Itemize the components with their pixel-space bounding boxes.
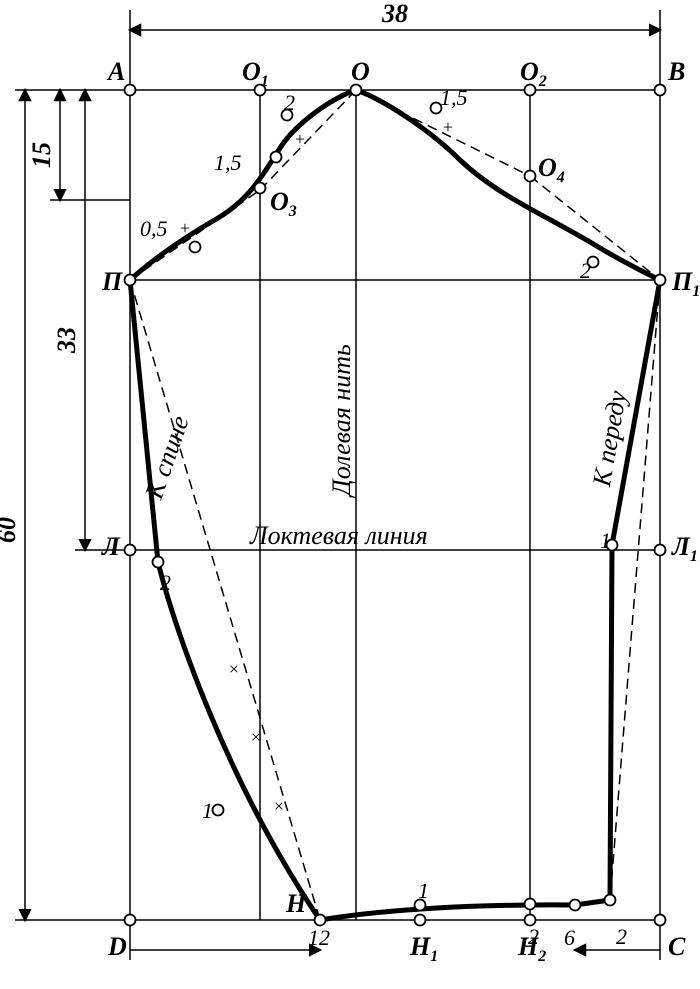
svg-text:О4: О4 <box>538 153 565 186</box>
offset-value: 1,5 <box>440 85 468 110</box>
marker-point <box>315 915 326 926</box>
marker-point <box>255 183 266 194</box>
marker-point <box>351 85 362 96</box>
marker-point <box>125 915 136 926</box>
corner-label: В <box>667 57 685 86</box>
svg-text:Н1: Н1 <box>409 932 438 965</box>
hem <box>320 905 575 920</box>
svg-text:12: 12 <box>308 925 330 950</box>
tick: × <box>229 659 239 679</box>
offset-value: 1,5 <box>214 150 242 175</box>
sleeve-pattern-diagram: 38153360+++×××126Долевая нитьК спинеК пе… <box>0 0 700 989</box>
marker-point <box>271 152 282 163</box>
offset-value: 1 <box>418 878 429 903</box>
offset-value: 0,5 <box>140 216 168 241</box>
dim-left-value-2: 60 <box>0 517 21 543</box>
offset-value: 2 <box>528 924 539 949</box>
marker-point <box>213 805 224 816</box>
marker-point <box>655 915 666 926</box>
marker-point <box>525 899 536 910</box>
guide <box>130 280 320 920</box>
tick: + <box>180 218 190 238</box>
marker-point <box>605 895 616 906</box>
svg-text:Н: Н <box>285 889 307 918</box>
svg-text:Л: Л <box>101 532 121 561</box>
offset-value: 2 <box>160 570 171 595</box>
tick: + <box>295 129 305 149</box>
corner-label: А <box>106 57 125 86</box>
offset-value: 1 <box>202 798 213 823</box>
offset-value: 2 <box>580 258 591 283</box>
guide <box>260 90 356 190</box>
marker-point <box>525 85 536 96</box>
svg-text:П1: П1 <box>671 267 700 300</box>
offset-value: 2 <box>616 924 627 949</box>
marker-point <box>125 85 136 96</box>
corner-label: С <box>668 932 686 961</box>
svg-text:О: О <box>351 57 370 86</box>
offset-value: 1 <box>600 528 611 553</box>
elbow-line-label: Локтевая линия <box>249 521 428 550</box>
marker-point <box>655 545 666 556</box>
marker-point <box>125 545 136 556</box>
annotation: Долевая нить <box>327 344 356 499</box>
svg-text:6: 6 <box>564 925 575 950</box>
svg-text:Л1: Л1 <box>671 532 698 565</box>
sleeve-cap <box>130 90 660 280</box>
offset-value: 2 <box>284 90 295 115</box>
marker-point <box>525 171 536 182</box>
guide <box>610 280 660 900</box>
svg-text:О3: О3 <box>270 187 297 220</box>
marker-point <box>153 557 164 568</box>
svg-text:О2: О2 <box>520 57 547 90</box>
dim-left-value-1: 33 <box>52 327 81 354</box>
tick: + <box>443 117 453 137</box>
marker-point <box>415 915 426 926</box>
marker-point <box>125 275 136 286</box>
svg-text:П: П <box>101 267 123 296</box>
svg-text:О1: О1 <box>242 57 269 90</box>
marker-point <box>570 900 581 911</box>
marker-point <box>655 275 666 286</box>
marker-point <box>190 242 201 253</box>
dim-top-value: 38 <box>381 0 408 28</box>
marker-point <box>655 85 666 96</box>
tick: × <box>274 796 284 816</box>
frame <box>130 90 660 920</box>
dim-left-value-0: 15 <box>27 142 56 168</box>
tick: × <box>251 727 261 747</box>
corner-label: D <box>107 932 127 961</box>
